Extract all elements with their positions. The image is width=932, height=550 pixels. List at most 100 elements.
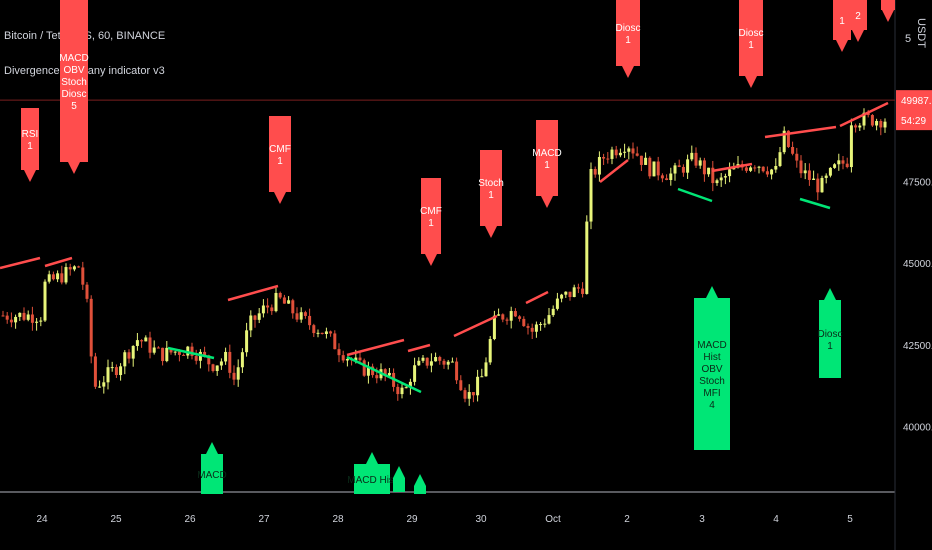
candle-body <box>270 307 274 312</box>
current-price-badge <box>896 90 932 131</box>
candle-body <box>89 298 93 357</box>
bearish-divergence-line <box>764 125 837 139</box>
candle-body <box>463 390 467 399</box>
candle-body <box>131 345 135 359</box>
bullish-signal-badge-text: MACD <box>697 340 726 351</box>
candle-body <box>723 176 727 178</box>
candle-body <box>833 164 837 168</box>
price-tick-label: 45000.00 <box>903 259 932 270</box>
candle-body <box>522 318 526 327</box>
candle-body <box>9 319 13 323</box>
candle-body <box>26 314 30 320</box>
candle-body <box>165 347 169 362</box>
bearish-signal-badge-text: CMF <box>420 206 442 217</box>
bullish-arrow[interactable] <box>414 474 426 494</box>
bearish-signal-badge-shape <box>480 150 502 238</box>
bullish-divergence-line <box>167 346 215 360</box>
bearish-signal-badge-text: Diosc <box>61 89 86 100</box>
candle-body <box>446 361 450 365</box>
candle-body <box>442 360 446 365</box>
candle-body <box>47 274 51 282</box>
candle-body <box>816 178 820 193</box>
candle-body <box>295 313 299 320</box>
candle-body <box>686 159 690 173</box>
candle-body <box>413 365 417 382</box>
candle-body <box>228 351 232 373</box>
time-tick-label: 30 <box>475 514 487 525</box>
candle-body <box>618 152 622 156</box>
candle-body <box>585 221 589 294</box>
candle-body <box>35 321 39 323</box>
bullish-arrow[interactable] <box>393 466 405 492</box>
candle-body <box>547 315 551 324</box>
bullish-signal-badge[interactable]: MACD Hist <box>347 452 397 494</box>
candle-body <box>757 166 761 168</box>
time-tick-label: 2 <box>624 514 630 525</box>
candle-body <box>198 351 202 361</box>
candle-body <box>203 351 207 356</box>
bearish-divergence-line <box>407 343 431 353</box>
bearish-signal-badge-shape <box>269 116 291 204</box>
candle-body <box>81 267 85 285</box>
candle-body <box>366 366 370 376</box>
candle-body <box>791 147 795 154</box>
candle-body <box>770 169 774 175</box>
bearish-signal-badge[interactable]: 2 <box>849 0 867 42</box>
candle-body <box>152 347 156 353</box>
candle-body <box>182 354 186 356</box>
bearish-signal-badge-shape <box>421 178 441 266</box>
candle-body <box>551 308 555 316</box>
bearish-signal-badge-text: Stoch <box>478 178 504 189</box>
candle-body <box>623 151 627 153</box>
candle-body <box>480 376 484 378</box>
bullish-signal-badge-text: 1 <box>827 341 833 352</box>
candle-body <box>43 281 47 321</box>
candle-body <box>60 273 64 283</box>
bearish-arrow[interactable] <box>881 0 895 22</box>
bearish-divergence-line <box>346 338 405 357</box>
candle-body <box>240 352 244 368</box>
candle-body <box>744 167 748 171</box>
bearish-signal-badge-shape <box>60 0 88 174</box>
bearish-signal-badge[interactable]: 1 <box>833 0 851 52</box>
time-tick-label: 26 <box>184 514 196 525</box>
candle-body <box>732 167 736 170</box>
bearish-signal-badge-text: Diosc <box>738 28 763 39</box>
candle-body <box>383 369 387 376</box>
price-unit-label: USDT <box>915 18 927 48</box>
candle-body <box>177 351 181 355</box>
candle-body <box>450 361 454 363</box>
candle-body <box>291 300 295 314</box>
candle-body <box>316 332 320 334</box>
candle-body <box>362 360 366 376</box>
candle-body <box>156 347 160 349</box>
candle-body <box>492 315 496 340</box>
candle-body <box>459 380 463 391</box>
candle-body <box>660 175 664 179</box>
candle-body <box>690 152 694 160</box>
candle-body <box>812 178 816 180</box>
candle-body <box>845 163 849 168</box>
candle-body <box>245 330 249 353</box>
candle-body <box>387 372 391 376</box>
bullish-signal-badge[interactable]: MACD <box>197 442 227 494</box>
candle-body <box>337 349 341 356</box>
time-tick-label: 25 <box>110 514 122 525</box>
candle-body <box>421 357 425 361</box>
bearish-signal-badge-text: Stoch <box>61 77 87 88</box>
candle-body <box>106 367 110 383</box>
candle-body <box>39 320 43 322</box>
candle-body <box>593 169 597 175</box>
candle-body <box>665 178 669 181</box>
